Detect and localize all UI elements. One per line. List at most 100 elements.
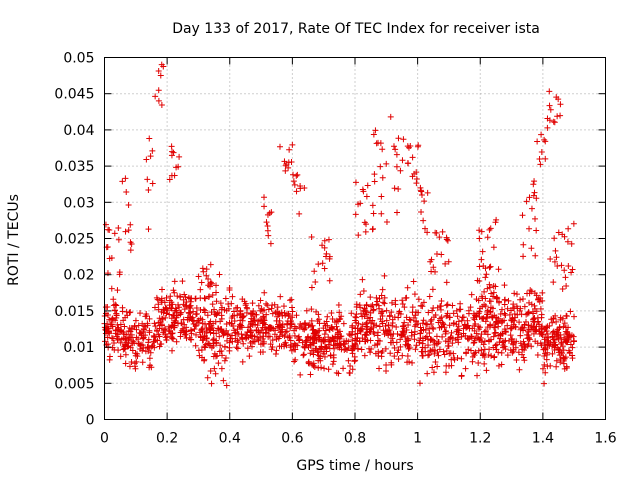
data-point xyxy=(567,333,574,340)
data-point xyxy=(461,321,468,328)
data-point xyxy=(475,310,482,317)
data-point xyxy=(125,201,132,208)
data-point xyxy=(304,334,311,341)
data-point xyxy=(385,321,392,328)
data-points xyxy=(101,61,578,389)
data-point xyxy=(361,352,368,359)
data-point xyxy=(478,228,485,235)
data-point xyxy=(502,328,509,335)
data-point xyxy=(155,87,162,94)
data-point xyxy=(479,295,486,302)
data-point xyxy=(155,97,162,104)
data-point xyxy=(562,274,569,281)
data-point xyxy=(429,307,436,314)
data-point xyxy=(443,347,450,354)
data-point xyxy=(388,309,395,316)
data-point xyxy=(514,305,521,312)
data-point xyxy=(223,382,230,389)
data-point xyxy=(177,333,184,340)
data-point xyxy=(397,310,404,317)
data-point xyxy=(197,286,204,293)
data-point xyxy=(409,309,416,316)
data-point xyxy=(328,310,335,317)
data-point xyxy=(445,258,452,265)
data-point xyxy=(475,297,482,304)
data-point xyxy=(532,215,539,222)
data-point xyxy=(305,358,312,365)
data-point xyxy=(127,247,134,254)
data-point xyxy=(400,136,407,143)
data-point xyxy=(415,296,422,303)
data-point xyxy=(482,303,489,310)
data-point xyxy=(542,155,549,162)
data-point xyxy=(403,338,410,345)
data-point xyxy=(458,333,465,340)
data-point xyxy=(442,369,449,376)
data-point xyxy=(119,178,126,185)
data-point xyxy=(494,295,501,301)
data-point xyxy=(329,316,336,323)
data-point xyxy=(225,331,232,338)
data-point xyxy=(200,306,207,313)
data-point xyxy=(195,273,202,280)
data-point xyxy=(457,300,464,307)
data-point xyxy=(349,328,356,335)
data-point xyxy=(310,362,317,369)
data-point xyxy=(348,331,355,338)
data-point xyxy=(280,303,287,310)
data-point xyxy=(555,346,562,353)
data-point xyxy=(158,102,165,109)
data-point xyxy=(363,311,370,318)
data-point xyxy=(102,221,109,228)
data-point xyxy=(515,349,522,356)
data-point xyxy=(534,340,541,347)
data-point xyxy=(504,352,511,359)
data-point xyxy=(299,339,306,346)
data-point xyxy=(139,359,146,366)
data-point xyxy=(308,323,315,330)
data-point xyxy=(531,302,538,309)
data-point xyxy=(126,324,133,331)
data-point xyxy=(338,346,345,353)
data-point xyxy=(534,352,541,359)
data-point xyxy=(215,360,222,367)
data-point xyxy=(109,315,116,322)
data-point xyxy=(554,262,561,269)
data-point xyxy=(323,318,330,325)
data-point xyxy=(314,349,321,356)
data-point xyxy=(312,328,319,335)
data-point xyxy=(104,244,111,251)
data-point xyxy=(512,314,519,321)
data-point xyxy=(487,298,494,305)
data-point xyxy=(558,262,565,269)
data-point xyxy=(287,318,294,325)
data-point xyxy=(329,325,336,332)
data-point xyxy=(349,366,356,373)
data-point xyxy=(265,333,272,340)
data-point xyxy=(458,372,465,379)
data-point xyxy=(122,228,129,235)
data-point xyxy=(489,305,496,312)
data-point xyxy=(264,222,271,229)
data-point xyxy=(520,241,527,248)
data-point xyxy=(528,301,535,308)
data-point xyxy=(145,336,152,343)
data-point xyxy=(131,322,138,329)
data-point xyxy=(441,351,448,358)
data-point xyxy=(449,340,456,347)
data-point xyxy=(379,286,386,293)
data-point xyxy=(179,325,186,332)
data-point xyxy=(500,344,507,351)
data-point xyxy=(478,256,485,263)
data-point xyxy=(180,329,187,336)
data-point xyxy=(399,323,406,330)
data-point xyxy=(290,178,297,185)
data-point xyxy=(428,320,435,327)
data-point xyxy=(528,245,535,252)
data-point xyxy=(373,140,380,147)
data-point xyxy=(367,337,374,344)
data-point xyxy=(393,163,400,170)
data-point xyxy=(458,317,465,324)
data-point xyxy=(561,267,568,274)
data-point xyxy=(318,364,325,371)
